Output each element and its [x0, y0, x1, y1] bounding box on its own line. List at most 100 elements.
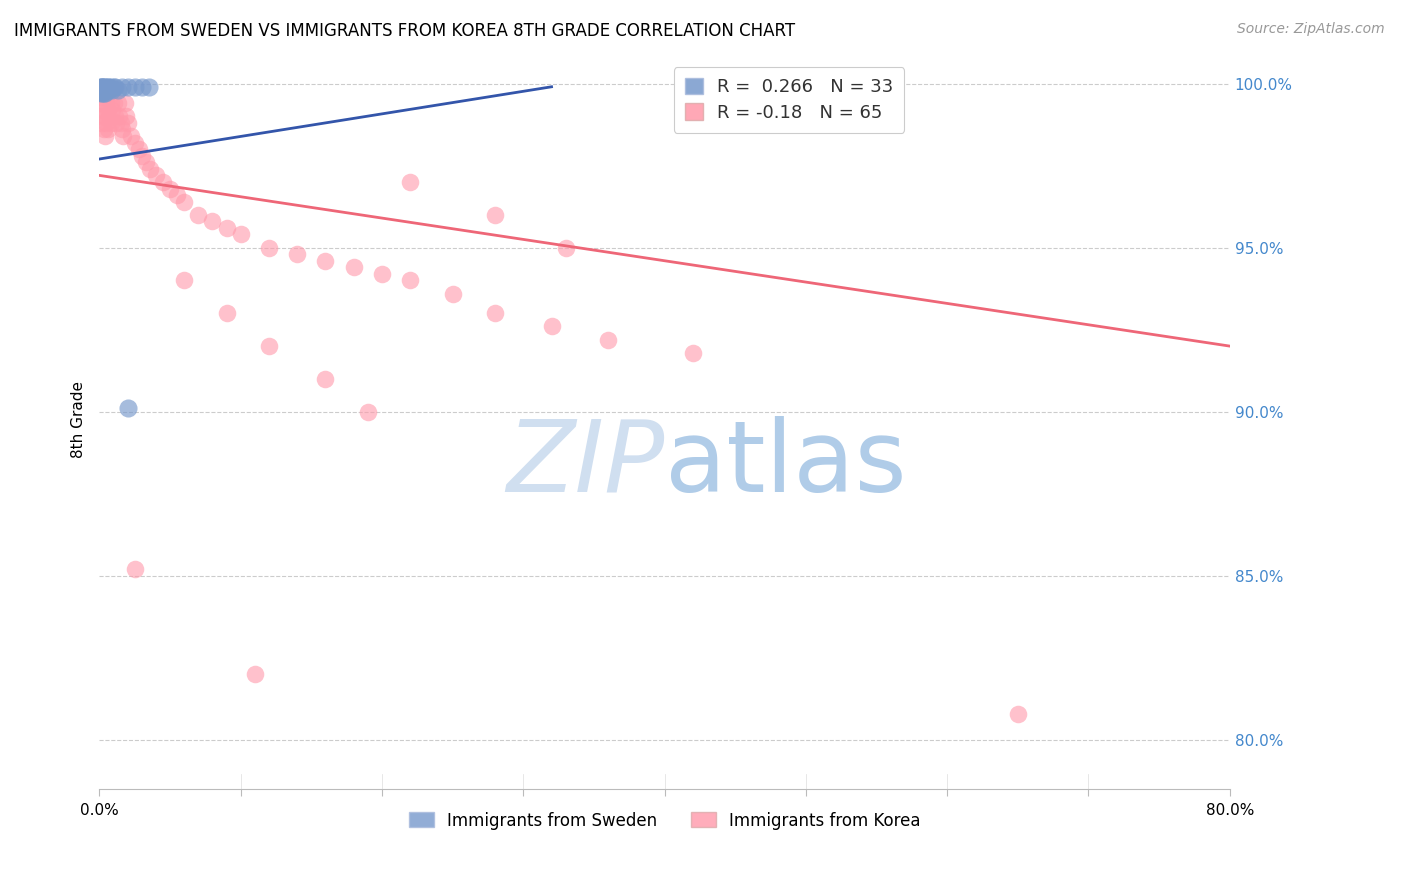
Point — [97, 83, 120, 97]
Point — [215, 221, 238, 235]
Text: Source: ZipAtlas.com: Source: ZipAtlas.com — [1237, 22, 1385, 37]
Point — [98, 79, 121, 94]
Point — [94, 109, 117, 123]
Point — [120, 128, 142, 143]
Point — [94, 79, 117, 94]
Point — [90, 79, 112, 94]
Point — [90, 109, 112, 123]
Point — [105, 116, 128, 130]
Point — [124, 79, 146, 94]
Point — [257, 241, 280, 255]
Point — [371, 267, 394, 281]
Point — [243, 667, 266, 681]
Point — [315, 372, 337, 386]
Point — [682, 345, 704, 359]
Point — [103, 79, 125, 94]
Point — [117, 116, 139, 130]
Point — [441, 286, 464, 301]
Point — [91, 83, 114, 97]
Point — [93, 83, 115, 97]
Point — [91, 79, 114, 94]
Point — [107, 96, 129, 111]
Point — [399, 273, 422, 287]
Point — [98, 83, 121, 97]
Point — [152, 175, 174, 189]
Point — [115, 109, 138, 123]
Point — [117, 401, 139, 416]
Point — [93, 87, 115, 101]
Point — [90, 87, 112, 101]
Point — [145, 169, 167, 183]
Point — [100, 116, 122, 130]
Point — [315, 253, 337, 268]
Point — [112, 128, 135, 143]
Point — [135, 155, 157, 169]
Point — [114, 96, 136, 111]
Point — [91, 79, 114, 94]
Point — [215, 306, 238, 320]
Point — [94, 83, 117, 97]
Point — [131, 79, 153, 94]
Point — [90, 83, 112, 97]
Point — [93, 122, 115, 136]
Point — [96, 96, 118, 111]
Point — [173, 273, 195, 287]
Point — [93, 79, 115, 94]
Point — [90, 79, 112, 94]
Point — [554, 241, 576, 255]
Point — [96, 83, 118, 97]
Point — [97, 79, 120, 94]
Point — [139, 161, 162, 176]
Point — [138, 79, 160, 94]
Point — [93, 103, 115, 117]
Point — [96, 116, 118, 130]
Point — [96, 79, 118, 94]
Point — [201, 214, 224, 228]
Point — [173, 194, 195, 209]
Point — [97, 103, 120, 117]
Point — [101, 83, 124, 97]
Point — [111, 79, 134, 94]
Point — [94, 87, 117, 101]
Point — [94, 128, 117, 143]
Point — [111, 122, 134, 136]
Point — [117, 79, 139, 94]
Point — [91, 116, 114, 130]
Point — [1007, 706, 1029, 721]
Point — [98, 109, 121, 123]
Point — [104, 79, 127, 94]
Point — [540, 319, 562, 334]
Text: IMMIGRANTS FROM SWEDEN VS IMMIGRANTS FROM KOREA 8TH GRADE CORRELATION CHART: IMMIGRANTS FROM SWEDEN VS IMMIGRANTS FRO… — [14, 22, 796, 40]
Point — [124, 136, 146, 150]
Point — [101, 103, 124, 117]
Legend: Immigrants from Sweden, Immigrants from Korea: Immigrants from Sweden, Immigrants from … — [402, 805, 927, 837]
Point — [187, 208, 209, 222]
Point — [399, 175, 422, 189]
Point — [91, 96, 114, 111]
Point — [97, 122, 120, 136]
Point — [357, 405, 380, 419]
Point — [229, 227, 252, 242]
Point — [104, 109, 127, 123]
Point — [285, 247, 308, 261]
Point — [110, 116, 132, 130]
Point — [257, 339, 280, 353]
Point — [159, 181, 181, 195]
Point — [90, 89, 112, 103]
Text: atlas: atlas — [665, 416, 907, 513]
Point — [107, 83, 129, 97]
Point — [103, 96, 125, 111]
Point — [100, 79, 122, 94]
Point — [484, 208, 506, 222]
Point — [91, 83, 114, 97]
Point — [124, 562, 146, 576]
Point — [484, 306, 506, 320]
Point — [98, 89, 121, 103]
Point — [100, 96, 122, 111]
Text: ZIP: ZIP — [506, 416, 665, 513]
Point — [131, 149, 153, 163]
Point — [90, 83, 112, 97]
Point — [166, 188, 188, 202]
Point — [108, 109, 131, 123]
Point — [596, 333, 619, 347]
